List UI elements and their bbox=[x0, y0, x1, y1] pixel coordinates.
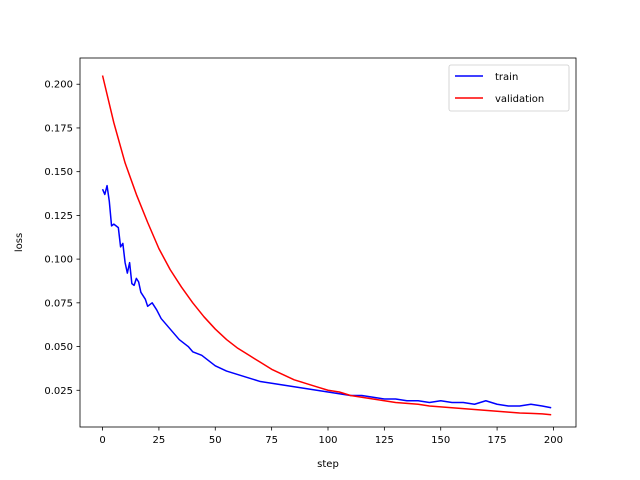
x-tick-label: 0 bbox=[99, 435, 105, 446]
x-axis-label: step bbox=[317, 459, 339, 470]
y-ticks: 0.025 0.050 0.075 0.100 0.125 0.150 0.175 0.200 bbox=[44, 80, 80, 397]
plot-area bbox=[80, 58, 576, 427]
x-tick-label: 150 bbox=[431, 435, 450, 446]
series-layer bbox=[101, 75, 552, 416]
series-line-train bbox=[101, 184, 552, 409]
x-tick-label: 75 bbox=[265, 435, 278, 446]
x-tick-label: 100 bbox=[318, 435, 337, 446]
y-tick-label: 0.150 bbox=[44, 167, 73, 178]
y-tick-label: 0.050 bbox=[44, 342, 73, 353]
y-tick-label: 0.175 bbox=[44, 123, 73, 134]
y-axis-label: loss bbox=[14, 233, 25, 252]
legend-label-train: train bbox=[495, 72, 518, 83]
series-line-validation bbox=[101, 75, 552, 416]
y-tick-label: 0.200 bbox=[44, 80, 73, 91]
legend: train validation bbox=[448, 64, 570, 112]
x-ticks: 0 25 50 75 100 125 150 175 200 bbox=[99, 427, 563, 446]
x-tick-label: 125 bbox=[375, 435, 394, 446]
x-tick-label: 200 bbox=[544, 435, 563, 446]
x-tick-label: 175 bbox=[488, 435, 507, 446]
y-tick-label: 0.125 bbox=[44, 211, 73, 222]
legend-label-validation: validation bbox=[495, 94, 544, 105]
y-tick-label: 0.100 bbox=[44, 255, 73, 266]
y-tick-label: 0.075 bbox=[44, 298, 73, 309]
x-tick-label: 25 bbox=[153, 435, 166, 446]
y-tick-label: 0.025 bbox=[44, 386, 73, 397]
x-tick-label: 50 bbox=[209, 435, 222, 446]
